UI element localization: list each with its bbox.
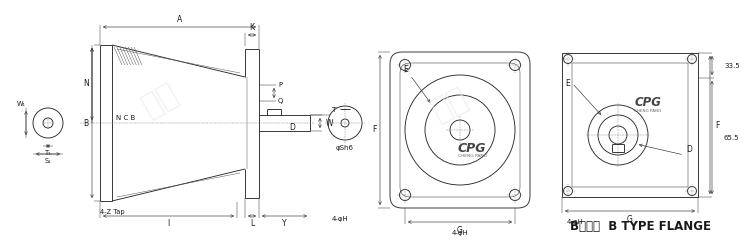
Text: N C B: N C B: [116, 115, 135, 121]
Text: S₁: S₁: [45, 158, 51, 164]
Text: B型法蘭  B TYPE FLANGE: B型法蘭 B TYPE FLANGE: [569, 220, 710, 233]
Text: D: D: [289, 123, 295, 133]
Text: K: K: [250, 23, 254, 32]
Text: φSh6: φSh6: [336, 145, 354, 151]
Text: G: G: [457, 226, 463, 235]
Text: 4-φH: 4-φH: [567, 219, 584, 225]
Text: 4-Z Tap: 4-Z Tap: [100, 209, 124, 215]
Text: CPG: CPG: [634, 97, 662, 110]
Text: L: L: [250, 219, 254, 228]
Text: I: I: [167, 219, 170, 228]
Text: T₁: T₁: [45, 150, 51, 156]
Text: 4-φH: 4-φH: [332, 216, 348, 222]
Text: 33.5: 33.5: [724, 62, 740, 69]
Text: Y: Y: [282, 219, 286, 228]
Text: W: W: [326, 119, 334, 127]
Bar: [572, 63, 688, 187]
Text: 城邦: 城邦: [137, 78, 183, 122]
Text: D: D: [686, 145, 692, 154]
Text: E: E: [566, 78, 570, 87]
Text: CHENG PANG: CHENG PANG: [458, 154, 487, 158]
Text: B: B: [83, 119, 88, 127]
Text: E: E: [404, 65, 408, 74]
Text: N: N: [83, 79, 88, 88]
Text: Q: Q: [278, 98, 284, 104]
Text: 城邦: 城邦: [427, 84, 473, 126]
Text: F: F: [372, 125, 376, 135]
Text: F: F: [715, 121, 719, 130]
Bar: [562, 53, 698, 197]
Text: 4-φH: 4-φH: [452, 230, 468, 236]
Text: CPG: CPG: [458, 142, 486, 155]
Text: 65.5: 65.5: [724, 135, 740, 140]
Text: P: P: [278, 82, 282, 88]
Text: A: A: [177, 15, 182, 24]
Text: T: T: [332, 107, 336, 113]
Text: CHENG PANG: CHENG PANG: [634, 109, 662, 113]
Text: G: G: [627, 215, 633, 224]
Text: W₁: W₁: [16, 101, 26, 107]
